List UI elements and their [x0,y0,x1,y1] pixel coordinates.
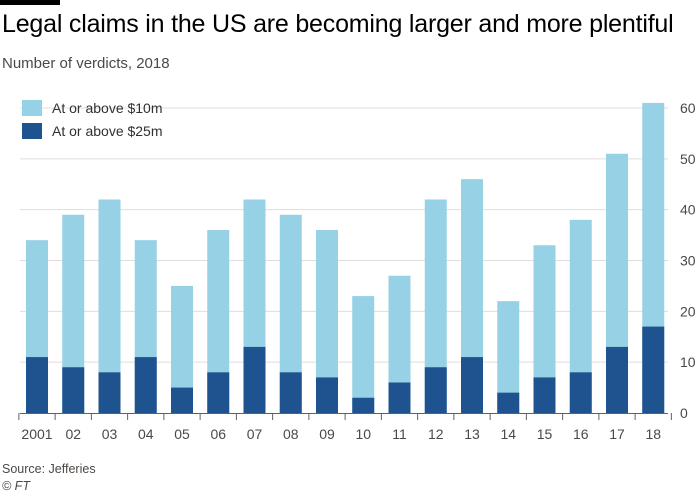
bar-25m-15 [533,377,556,413]
x-tick-label-08: 08 [283,426,299,442]
x-tick-label-11: 11 [392,426,407,442]
x-tick-label-15: 15 [537,426,553,442]
legend-item-25m: At or above $25m [22,119,163,142]
legend-swatch-25m [22,122,42,139]
bar-25m-06 [207,372,230,413]
bar-10m-06 [207,230,230,413]
bar-10m-15 [533,245,556,413]
bar-10m-13 [461,179,483,413]
x-tick-label-13: 13 [464,426,480,442]
bar-25m-18 [642,326,665,413]
x-tick-label-14: 14 [500,426,516,442]
bar-25m-2001 [26,357,48,413]
y-tick-label-0: 0 [680,405,688,421]
bar-25m-07 [243,346,266,413]
bar-25m-03 [98,372,121,413]
bar-25m-10 [352,397,375,413]
y-tick-label-30: 30 [680,253,696,269]
x-tick-label-18: 18 [645,426,661,442]
legend-label-10m: At or above $10m [52,99,163,116]
bar-25m-05 [171,387,193,413]
x-tick-label-06: 06 [210,426,226,442]
bar-25m-13 [461,357,483,413]
bar-10m-08 [279,214,302,413]
copyright-note: © FT [2,479,30,493]
y-tick-label-50: 50 [680,151,696,167]
x-tick-label-10: 10 [355,426,371,442]
bar-10m-12 [424,199,447,413]
bar-25m-16 [569,372,592,413]
brand-bar [0,0,60,5]
x-tick-label-16: 16 [573,426,589,442]
bar-25m-17 [606,346,628,413]
x-tick-label-07: 07 [247,426,263,442]
bar-10m-11 [388,275,411,413]
y-tick-label-20: 20 [680,303,696,319]
y-tick-label-10: 10 [680,354,696,370]
bar-25m-14 [497,392,520,413]
bar-25m-09 [316,377,338,413]
x-tick-label-04: 04 [138,426,154,442]
x-tick-label-09: 09 [319,426,335,442]
x-tick-label-12: 12 [428,426,444,442]
bar-10m-03 [98,199,121,413]
legend-item-10m: At or above $10m [22,96,163,119]
legend-label-25m: At or above $25m [52,122,163,139]
bar-25m-02 [62,367,85,413]
bar-25m-04 [134,357,157,413]
x-tick-label-17: 17 [609,426,625,442]
y-tick-label-40: 40 [680,202,696,218]
bar-10m-02 [62,214,85,413]
x-tick-label-05: 05 [174,426,190,442]
legend: At or above $10m At or above $25m [22,96,163,142]
x-tick-label-02: 02 [65,426,81,442]
bar-10m-09 [316,230,338,413]
bar-25m-12 [424,367,447,413]
bar-25m-11 [388,382,411,413]
chart-subtitle: Number of verdicts, 2018 [2,55,170,72]
x-tick-label-2001: 2001 [21,426,52,442]
legend-swatch-10m [22,99,42,116]
bar-10m-05 [171,285,193,413]
source-note: Source: Jefferies [2,462,96,476]
bar-10m-14 [497,301,520,413]
x-tick-label-03: 03 [102,426,118,442]
y-tick-label-60: 60 [680,100,696,116]
bar-10m-10 [352,296,375,413]
bar-10m-16 [569,219,592,413]
chart-title: Legal claims in the US are becoming larg… [2,10,674,38]
bar-25m-08 [279,372,302,413]
